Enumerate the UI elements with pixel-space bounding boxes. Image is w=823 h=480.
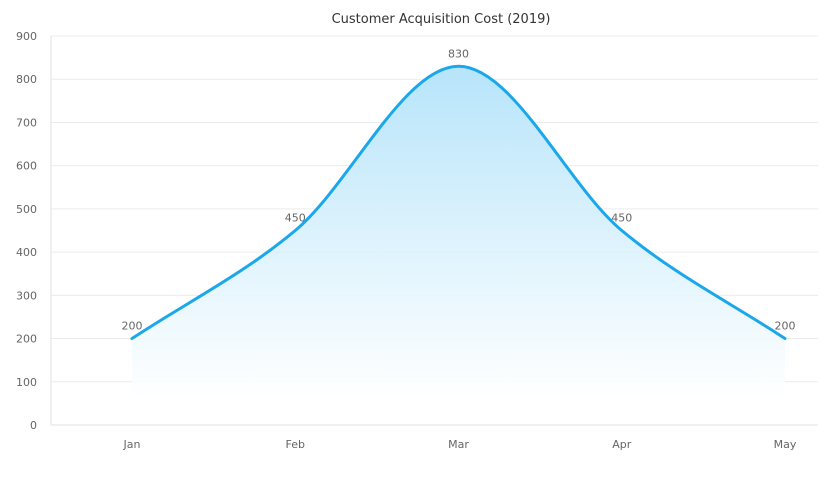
data-label: 200 <box>122 320 143 333</box>
y-tick-label: 600 <box>16 160 37 173</box>
x-tick-label: Apr <box>612 438 632 451</box>
x-tick-label: Mar <box>448 438 469 451</box>
data-label: 450 <box>285 212 306 225</box>
y-tick-label: 800 <box>16 73 37 86</box>
x-tick-label: May <box>774 438 797 451</box>
y-tick-label: 400 <box>16 246 37 259</box>
x-axis: Jan Feb Mar Apr May <box>123 438 797 451</box>
y-tick-label: 300 <box>16 289 37 302</box>
data-label: 830 <box>448 47 469 60</box>
y-tick-label: 100 <box>16 376 37 389</box>
data-label: 450 <box>611 212 632 225</box>
y-tick-label: 500 <box>16 203 37 216</box>
y-tick-label: 700 <box>16 116 37 129</box>
y-axis: 0 100 200 300 400 500 600 700 800 900 <box>16 30 37 432</box>
y-tick-label: 900 <box>16 30 37 43</box>
chart-title: Customer Acquisition Cost (2019) <box>332 12 551 27</box>
y-tick-label: 200 <box>16 333 37 346</box>
series-line <box>130 64 787 341</box>
data-labels: 200 450 830 450 200 <box>122 47 796 332</box>
area-fill <box>132 66 785 400</box>
y-tick-label: 0 <box>30 419 37 432</box>
data-label: 200 <box>775 320 796 333</box>
x-tick-label: Jan <box>123 438 141 451</box>
x-tick-label: Feb <box>286 438 305 451</box>
